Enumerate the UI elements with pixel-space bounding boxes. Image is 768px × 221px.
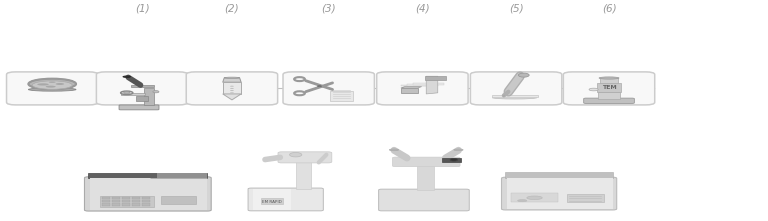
Bar bbox=[142, 197, 150, 199]
Bar bbox=[132, 197, 140, 199]
FancyBboxPatch shape bbox=[377, 72, 468, 105]
Bar bbox=[112, 200, 120, 202]
Polygon shape bbox=[223, 94, 241, 100]
Ellipse shape bbox=[518, 73, 529, 77]
Text: (5): (5) bbox=[508, 4, 524, 14]
Bar bbox=[261, 198, 283, 204]
FancyBboxPatch shape bbox=[392, 157, 460, 167]
FancyBboxPatch shape bbox=[7, 72, 98, 105]
FancyBboxPatch shape bbox=[584, 98, 634, 103]
Ellipse shape bbox=[28, 88, 76, 91]
Polygon shape bbox=[505, 172, 613, 178]
FancyBboxPatch shape bbox=[186, 72, 278, 105]
Bar bbox=[511, 193, 558, 202]
FancyBboxPatch shape bbox=[278, 152, 332, 163]
Bar bbox=[102, 203, 110, 206]
Ellipse shape bbox=[454, 149, 463, 151]
Polygon shape bbox=[88, 173, 207, 178]
Ellipse shape bbox=[318, 86, 321, 87]
Bar bbox=[492, 95, 538, 97]
Bar bbox=[296, 160, 311, 189]
Bar bbox=[132, 200, 140, 202]
Ellipse shape bbox=[518, 200, 527, 202]
Bar bbox=[100, 196, 154, 207]
Polygon shape bbox=[157, 173, 207, 178]
Ellipse shape bbox=[450, 158, 458, 161]
FancyBboxPatch shape bbox=[379, 189, 469, 211]
Bar bbox=[122, 200, 130, 202]
Text: (6): (6) bbox=[601, 4, 617, 14]
Bar bbox=[598, 92, 620, 99]
Bar bbox=[413, 83, 444, 85]
Ellipse shape bbox=[389, 149, 399, 151]
Ellipse shape bbox=[492, 96, 537, 99]
FancyBboxPatch shape bbox=[502, 177, 617, 210]
Bar bbox=[131, 85, 154, 87]
Polygon shape bbox=[223, 78, 241, 82]
Ellipse shape bbox=[38, 83, 49, 86]
FancyBboxPatch shape bbox=[119, 105, 159, 110]
Bar bbox=[401, 88, 418, 93]
Ellipse shape bbox=[230, 92, 233, 93]
Ellipse shape bbox=[527, 196, 542, 200]
Polygon shape bbox=[502, 95, 505, 97]
Bar bbox=[132, 203, 140, 206]
Bar bbox=[161, 196, 196, 204]
Bar bbox=[122, 197, 130, 199]
Text: TEM: TEM bbox=[601, 85, 617, 90]
Bar bbox=[122, 203, 130, 206]
Bar bbox=[253, 189, 291, 210]
Polygon shape bbox=[426, 76, 438, 94]
Text: EM RAPID: EM RAPID bbox=[262, 200, 282, 204]
FancyBboxPatch shape bbox=[563, 72, 654, 105]
Ellipse shape bbox=[123, 76, 131, 77]
Bar bbox=[330, 91, 353, 101]
Ellipse shape bbox=[124, 92, 130, 94]
Bar bbox=[136, 96, 148, 101]
Ellipse shape bbox=[230, 90, 233, 91]
Bar bbox=[442, 158, 461, 162]
Ellipse shape bbox=[46, 86, 56, 88]
Ellipse shape bbox=[230, 86, 233, 87]
Ellipse shape bbox=[55, 83, 64, 85]
FancyBboxPatch shape bbox=[84, 177, 211, 211]
Bar bbox=[142, 200, 150, 202]
Text: (1): (1) bbox=[134, 4, 150, 14]
Text: (4): (4) bbox=[415, 4, 430, 14]
FancyBboxPatch shape bbox=[97, 72, 187, 105]
Polygon shape bbox=[401, 87, 422, 88]
Bar bbox=[597, 83, 621, 92]
Bar bbox=[417, 161, 434, 190]
Bar bbox=[425, 76, 446, 80]
Bar bbox=[600, 78, 618, 83]
Ellipse shape bbox=[153, 91, 159, 93]
Ellipse shape bbox=[290, 152, 302, 157]
Ellipse shape bbox=[230, 88, 233, 89]
Text: (2): (2) bbox=[224, 4, 240, 14]
FancyBboxPatch shape bbox=[283, 72, 374, 105]
Ellipse shape bbox=[224, 77, 240, 78]
Bar bbox=[90, 178, 207, 210]
Text: (3): (3) bbox=[321, 4, 336, 14]
Bar bbox=[112, 197, 120, 199]
Bar bbox=[112, 203, 120, 206]
Bar bbox=[144, 88, 154, 105]
Bar bbox=[121, 93, 145, 95]
Ellipse shape bbox=[28, 79, 76, 89]
Ellipse shape bbox=[49, 82, 56, 83]
Bar bbox=[401, 85, 432, 86]
Ellipse shape bbox=[589, 88, 598, 91]
Bar bbox=[567, 194, 604, 202]
Bar bbox=[507, 178, 613, 209]
Bar bbox=[407, 84, 438, 86]
FancyBboxPatch shape bbox=[248, 188, 323, 211]
Polygon shape bbox=[223, 82, 241, 94]
Bar bbox=[102, 200, 110, 202]
FancyBboxPatch shape bbox=[470, 72, 562, 105]
Bar bbox=[102, 197, 110, 199]
Ellipse shape bbox=[32, 81, 72, 89]
Ellipse shape bbox=[121, 91, 133, 95]
Bar bbox=[142, 203, 150, 206]
Ellipse shape bbox=[599, 77, 619, 79]
